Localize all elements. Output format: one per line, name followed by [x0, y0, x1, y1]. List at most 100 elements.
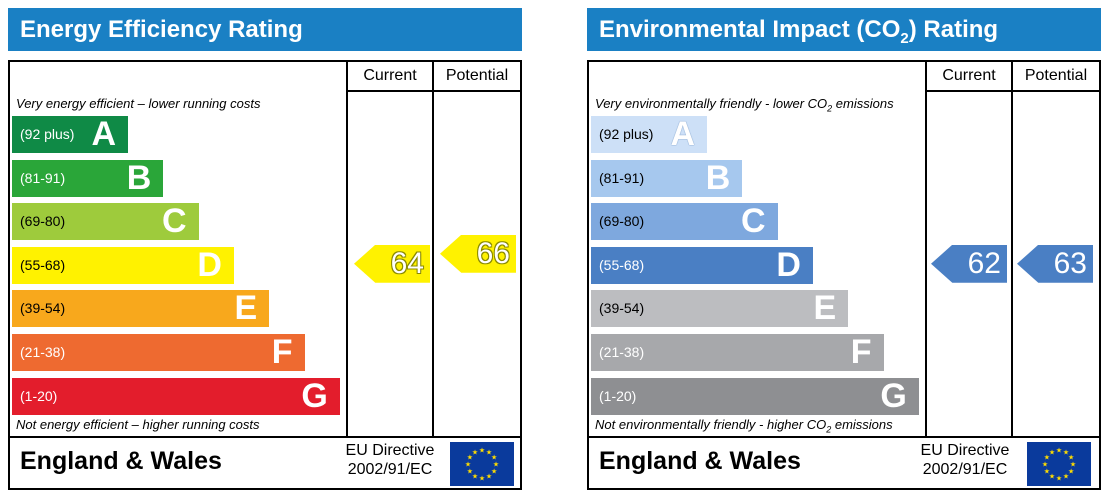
band-range-label: (1-20)	[599, 387, 637, 404]
band-b: (81-91) B	[591, 158, 743, 197]
band-range-label: (69-80)	[599, 213, 645, 230]
band-c: (69-80) C	[12, 203, 199, 241]
arrow-value: 64	[390, 246, 424, 280]
band-letter: B	[705, 158, 731, 197]
current-column-header: Current	[942, 67, 996, 84]
eu-star: ★	[472, 448, 478, 456]
eu-star: ★	[1068, 468, 1074, 476]
top-note-end: emissions	[832, 96, 894, 111]
bottom-note-main: Not environmentally friendly - higher CO	[595, 417, 827, 432]
eu-star: ★	[1044, 468, 1050, 476]
band-range-label: (21-38)	[599, 344, 645, 360]
band-g: (1-20) G	[12, 376, 340, 415]
column-divider	[1011, 62, 1013, 438]
footer-divider	[10, 436, 520, 438]
band-range-label: (39-54)	[599, 300, 645, 317]
country-label: England & Wales	[20, 447, 222, 475]
band-letter: E	[234, 289, 258, 328]
directive-line2: 2002/91/EC	[922, 461, 1008, 478]
top-note: Very environmentally friendly - lower CO…	[595, 96, 894, 114]
eu-star: ★	[1056, 475, 1062, 483]
top-note: Very energy efficient – lower running co…	[16, 96, 261, 111]
band-range-label: (81-91)	[20, 169, 66, 186]
eu-star: ★	[1049, 448, 1055, 456]
eu-star: ★	[491, 454, 497, 462]
bottom-note-end: emissions	[831, 417, 893, 432]
eu-star: ★	[486, 473, 492, 481]
directive-line1: EU Directive	[345, 442, 435, 459]
band-letter: F	[271, 333, 293, 371]
eu-directive: EU Directive 2002/91/EC	[913, 441, 1017, 479]
band-letter: G	[880, 376, 907, 415]
environmental-impact-chart: Current Potential Very environmentally f…	[587, 60, 1101, 490]
band-range-label: (55-68)	[599, 256, 645, 273]
bottom-note: Not energy efficient – higher running co…	[16, 417, 260, 432]
energy-efficiency-panel: Energy Efficiency Rating Current Potenti…	[8, 8, 522, 490]
current-rating-arrow: 64	[354, 244, 430, 283]
band-a: (92 plus) A	[12, 116, 128, 153]
potential-column-header: Potential	[445, 67, 509, 84]
band-g: (1-20) G	[591, 376, 919, 415]
eu-stars: ★ ★★★★★★★★★★★	[1042, 447, 1076, 483]
eu-stars: ★ ★★★★★★★★★★★	[465, 447, 499, 483]
eu-star: ★	[467, 454, 473, 462]
eu-star: ★	[1056, 447, 1062, 455]
band-c: (69-80) C	[591, 202, 778, 241]
band-letter: C	[741, 202, 766, 241]
band-letter: A	[670, 115, 695, 153]
band-letter: E	[813, 289, 837, 328]
band-range-label: (1-20)	[20, 387, 58, 404]
band-range-label: (21-38)	[20, 344, 66, 360]
band-range-label: (69-80)	[20, 213, 66, 230]
band-letter: B	[126, 158, 152, 197]
band-letter: G	[301, 376, 328, 415]
band-range-label: (92 plus)	[20, 126, 75, 142]
eu-star: ★	[1063, 448, 1069, 456]
arrow-value: 66	[476, 236, 510, 270]
eu-star: ★	[479, 447, 485, 455]
energy-efficiency-chart: Current Potential Very energy efficient …	[8, 60, 522, 490]
eu-star: ★	[472, 473, 478, 481]
environmental-impact-panel: Environmental Impact (CO2) Rating Curren…	[587, 8, 1101, 490]
eu-star: ★	[493, 461, 499, 469]
bottom-note-subscript: 2	[826, 424, 832, 435]
eu-star: ★	[1070, 461, 1076, 469]
energy-efficiency-title: Energy Efficiency Rating	[8, 8, 522, 51]
band-range-label: (55-68)	[20, 256, 66, 273]
band-range-label: (81-91)	[599, 169, 645, 186]
band-e: (39-54) E	[12, 289, 270, 328]
band-d: (55-68) D	[12, 245, 234, 284]
eu-star: ★	[1063, 473, 1069, 481]
eu-star: ★	[1049, 473, 1055, 481]
potential-column-header: Potential	[1024, 67, 1088, 84]
band-letter: D	[776, 245, 801, 284]
band-e: (39-54) E	[591, 289, 849, 328]
band-range-label: (92 plus)	[599, 126, 654, 142]
arrow-value: 63	[1053, 246, 1087, 280]
eu-star: ★	[1044, 454, 1050, 462]
band-range-label: (39-54)	[20, 300, 66, 317]
eu-flag-icon: ★ ★ ★ ★ ★ ★ ★ ★ ★ ★ ★ ★	[1027, 442, 1091, 486]
title-main: Environmental Impact (CO	[599, 16, 901, 43]
band-letter: D	[197, 245, 222, 284]
directive-line2: 2002/91/EC	[347, 461, 433, 478]
country-label: England & Wales	[599, 447, 801, 475]
current-rating-arrow: 62	[931, 244, 1007, 283]
band-d: (55-68) D	[591, 245, 813, 284]
eu-flag-icon: ★ ★ ★ ★ ★ ★ ★ ★ ★ ★ ★ ★	[450, 442, 514, 486]
potential-rating-arrow: 66	[440, 234, 516, 273]
band-a: (92 plus) A	[591, 116, 707, 153]
eu-star: ★	[479, 475, 485, 483]
eu-directive: EU Directive 2002/91/EC	[338, 441, 442, 479]
current-column-header: Current	[363, 67, 417, 84]
arrow-value: 62	[967, 246, 1001, 280]
title-subscript: 2	[900, 29, 909, 47]
potential-rating-arrow: 63	[1017, 244, 1093, 283]
column-divider	[925, 62, 927, 438]
eu-star: ★	[1068, 454, 1074, 462]
band-letter: F	[850, 333, 872, 371]
eu-star: ★	[1042, 461, 1048, 469]
environmental-impact-title: Environmental Impact (CO2) Rating	[587, 8, 1101, 51]
bottom-note: Not environmentally friendly - higher CO…	[595, 417, 893, 435]
header-divider	[346, 90, 520, 92]
